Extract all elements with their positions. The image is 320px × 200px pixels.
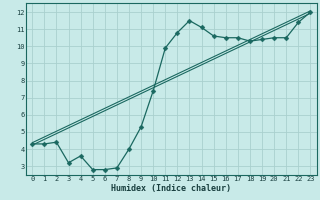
X-axis label: Humidex (Indice chaleur): Humidex (Indice chaleur) bbox=[111, 184, 231, 193]
